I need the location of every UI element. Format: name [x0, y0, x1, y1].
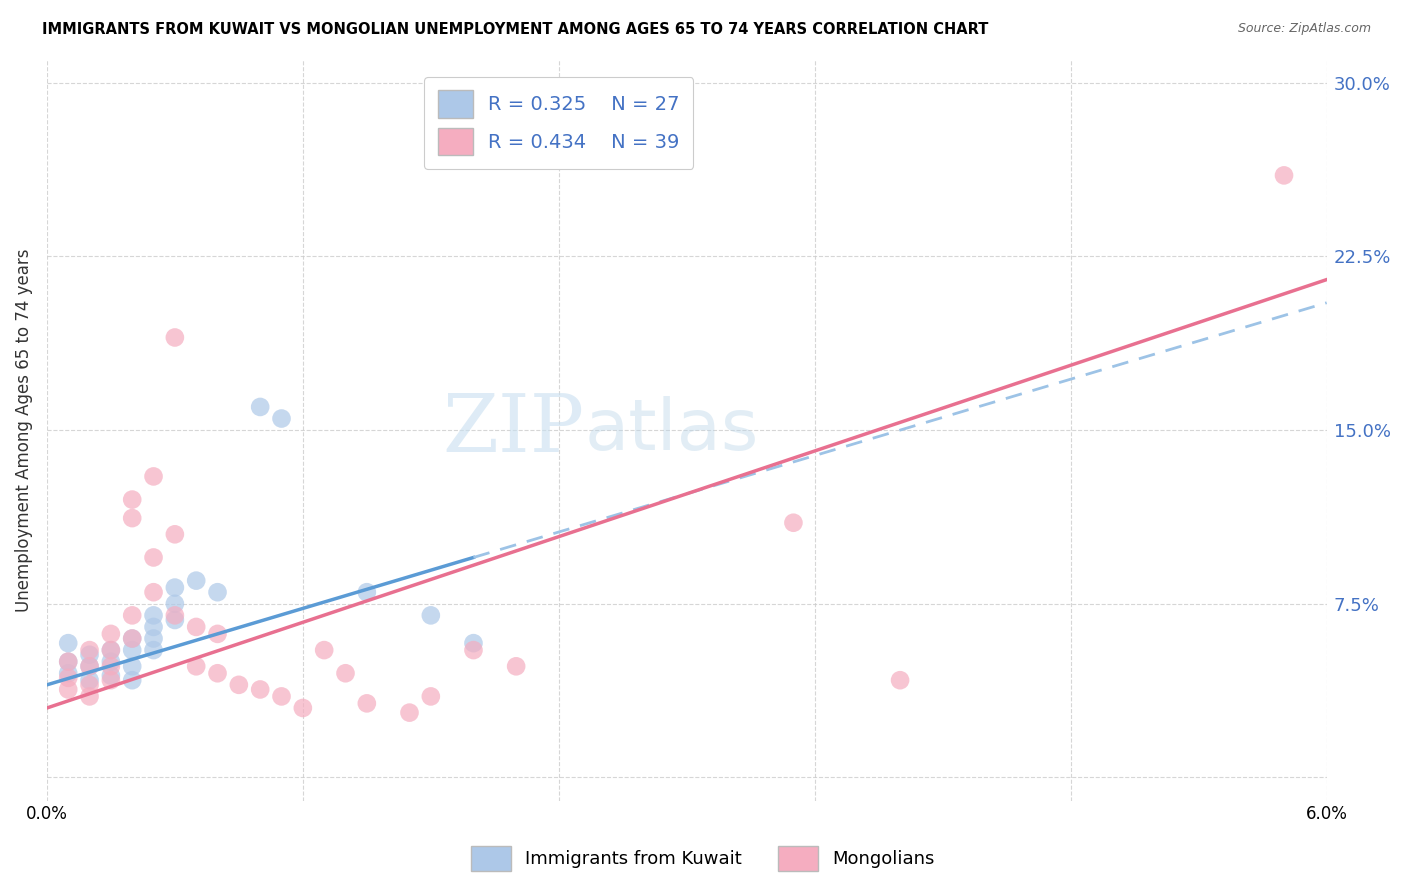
Point — [186, 574, 208, 588]
Point — [163, 330, 186, 344]
Point — [100, 659, 122, 673]
Text: atlas: atlas — [585, 396, 759, 465]
Text: ZIP: ZIP — [443, 391, 585, 469]
Point — [100, 668, 122, 682]
Point — [79, 659, 101, 673]
Point — [207, 666, 229, 681]
Point — [142, 550, 165, 565]
Text: Source: ZipAtlas.com: Source: ZipAtlas.com — [1237, 22, 1371, 36]
Point — [419, 690, 441, 704]
Text: IMMIGRANTS FROM KUWAIT VS MONGOLIAN UNEMPLOYMENT AMONG AGES 65 TO 74 YEARS CORRE: IMMIGRANTS FROM KUWAIT VS MONGOLIAN UNEM… — [42, 22, 988, 37]
Point — [142, 632, 165, 646]
Point — [79, 690, 101, 704]
Point — [142, 608, 165, 623]
Point — [463, 643, 485, 657]
Point — [356, 585, 378, 599]
Point — [100, 643, 122, 657]
Legend: R = 0.325    N = 27, R = 0.434    N = 39: R = 0.325 N = 27, R = 0.434 N = 39 — [425, 77, 693, 169]
Point — [335, 666, 357, 681]
Y-axis label: Unemployment Among Ages 65 to 74 years: Unemployment Among Ages 65 to 74 years — [15, 248, 32, 612]
Point — [163, 608, 186, 623]
Point — [782, 516, 804, 530]
Point — [121, 659, 143, 673]
Point — [58, 671, 80, 685]
Legend: Immigrants from Kuwait, Mongolians: Immigrants from Kuwait, Mongolians — [464, 838, 942, 879]
Point — [314, 643, 336, 657]
Point — [121, 632, 143, 646]
Point — [58, 655, 80, 669]
Point — [79, 648, 101, 662]
Point — [1272, 169, 1295, 183]
Point — [79, 678, 101, 692]
Point — [121, 511, 143, 525]
Point — [163, 613, 186, 627]
Point — [100, 643, 122, 657]
Point — [356, 697, 378, 711]
Point — [142, 585, 165, 599]
Point — [58, 655, 80, 669]
Point — [270, 690, 292, 704]
Point — [142, 469, 165, 483]
Point — [163, 527, 186, 541]
Point — [419, 608, 441, 623]
Point — [100, 655, 122, 669]
Point — [186, 659, 208, 673]
Point — [142, 620, 165, 634]
Point — [207, 585, 229, 599]
Point — [121, 643, 143, 657]
Point — [163, 597, 186, 611]
Point — [121, 492, 143, 507]
Point — [79, 673, 101, 688]
Point — [100, 627, 122, 641]
Point — [121, 608, 143, 623]
Point — [291, 701, 314, 715]
Point — [79, 643, 101, 657]
Point — [270, 411, 292, 425]
Point — [58, 666, 80, 681]
Point — [58, 682, 80, 697]
Point — [142, 643, 165, 657]
Point — [79, 659, 101, 673]
Point — [249, 682, 271, 697]
Point — [163, 581, 186, 595]
Point — [121, 632, 143, 646]
Point — [207, 627, 229, 641]
Point — [121, 673, 143, 688]
Point — [463, 636, 485, 650]
Point — [58, 636, 80, 650]
Point — [889, 673, 911, 688]
Point — [505, 659, 527, 673]
Point — [228, 678, 250, 692]
Point — [186, 620, 208, 634]
Point — [249, 400, 271, 414]
Point — [398, 706, 420, 720]
Point — [100, 673, 122, 688]
